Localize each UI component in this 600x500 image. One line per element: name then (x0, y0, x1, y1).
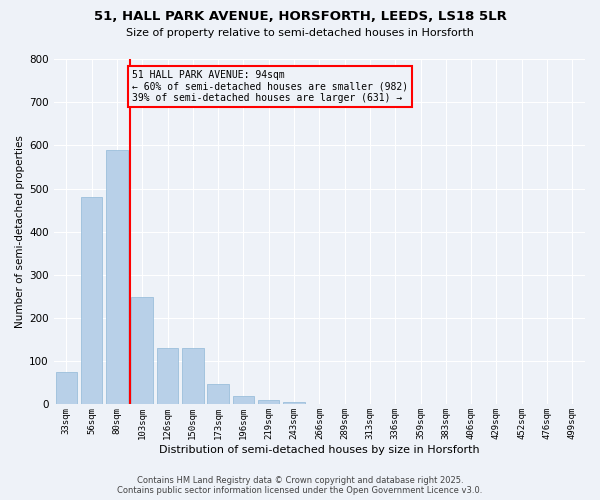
Bar (283, 402, 305, 404)
Y-axis label: Number of semi-detached properties: Number of semi-detached properties (15, 136, 25, 328)
Bar (56, 372, 77, 404)
Text: Contains HM Land Registry data © Crown copyright and database right 2025.
Contai: Contains HM Land Registry data © Crown c… (118, 476, 482, 495)
Bar (106, 150, 128, 404)
Text: 51, HALL PARK AVENUE, HORSFORTH, LEEDS, LS18 5LR: 51, HALL PARK AVENUE, HORSFORTH, LEEDS, … (94, 10, 506, 23)
Bar (157, 348, 178, 405)
Text: Size of property relative to semi-detached houses in Horsforth: Size of property relative to semi-detach… (126, 28, 474, 38)
Bar (182, 348, 203, 405)
X-axis label: Distribution of semi-detached houses by size in Horsforth: Distribution of semi-detached houses by … (159, 445, 479, 455)
Bar (258, 400, 280, 404)
Text: 51 HALL PARK AVENUE: 94sqm
← 60% of semi-detached houses are smaller (982)
39% o: 51 HALL PARK AVENUE: 94sqm ← 60% of semi… (132, 70, 408, 103)
Bar (81, 197, 103, 404)
Bar (233, 396, 254, 404)
Bar (208, 384, 229, 404)
Bar (131, 298, 153, 405)
